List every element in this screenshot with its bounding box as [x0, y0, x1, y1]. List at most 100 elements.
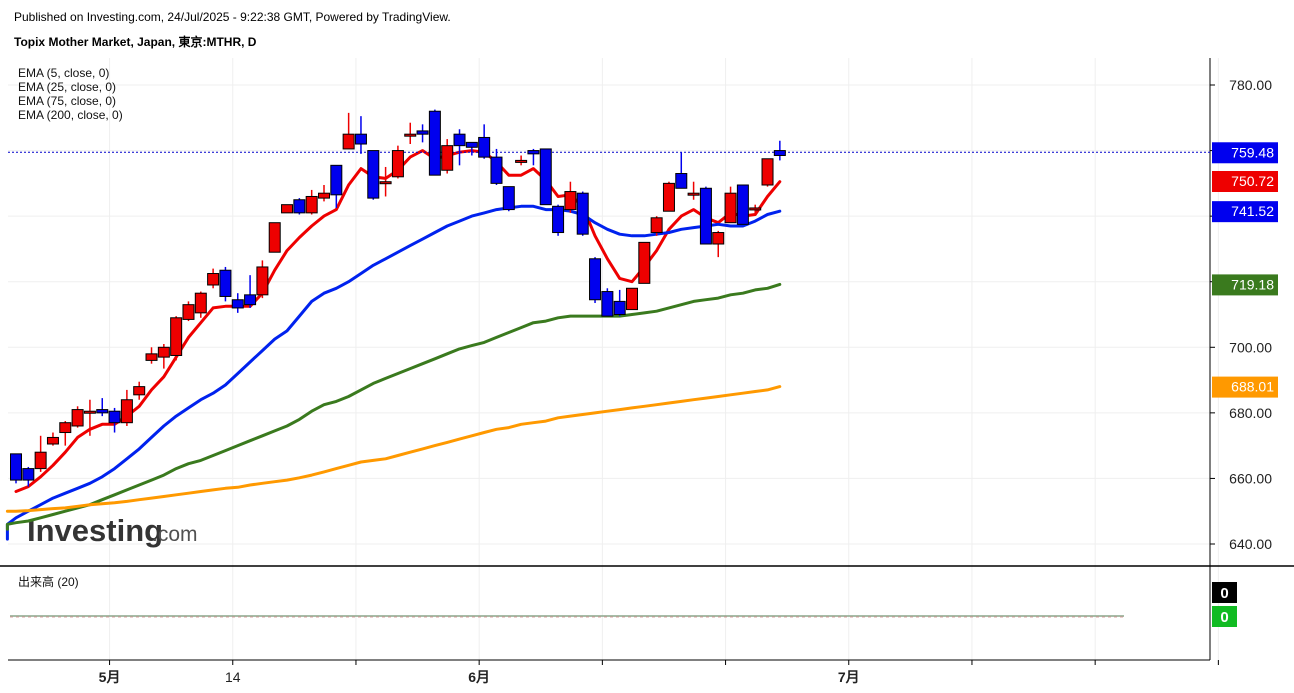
- ema-line-2: [5, 204, 782, 541]
- candle: [465, 141, 478, 156]
- candle: [773, 140, 786, 161]
- price-label: 759.48: [1212, 142, 1278, 164]
- publish-line: Published on Investing.com, 24/Jul/2025 …: [14, 10, 451, 24]
- x-tick-labels: 5月 14 6月 7月: [99, 660, 1219, 685]
- candle-body: [379, 181, 392, 185]
- candle-body: [502, 186, 515, 211]
- candle-body: [638, 241, 651, 284]
- price-label: 688.01: [1212, 376, 1278, 398]
- candle-body: [59, 422, 72, 434]
- volume-panel: 出来高 (20) 0 0: [10, 574, 1237, 627]
- candle-body: [576, 192, 589, 235]
- candle: [59, 421, 72, 446]
- candle-body: [342, 133, 355, 150]
- candle-body: [416, 130, 429, 135]
- candle-body: [687, 192, 700, 196]
- candle: [662, 181, 675, 212]
- candle-body: [157, 346, 170, 358]
- candle: [207, 268, 220, 289]
- ema-line-4: [5, 385, 782, 513]
- candle: [761, 158, 774, 187]
- candle-body: [465, 141, 478, 148]
- candle-body: [83, 410, 96, 414]
- candle: [379, 166, 392, 197]
- candle: [170, 316, 183, 361]
- candle-body: [145, 353, 158, 361]
- price-label-bg: [1212, 170, 1278, 192]
- candle: [256, 260, 269, 299]
- candle: [416, 124, 429, 143]
- volume-label-text: 0: [1220, 609, 1228, 626]
- price-label: 719.18: [1212, 274, 1278, 296]
- price-labels: 759.48 750.72 741.52 719.18 688.01: [1212, 142, 1278, 398]
- candle: [404, 122, 417, 145]
- candle: [367, 150, 380, 200]
- candle-body: [589, 258, 602, 301]
- candle: [354, 116, 367, 154]
- candle-body: [699, 187, 712, 245]
- candle: [268, 222, 281, 253]
- legend-entry: EMA (5, close, 0): [18, 66, 109, 80]
- candle-body: [712, 232, 725, 245]
- candle: [453, 129, 466, 166]
- candle-body: [10, 453, 22, 481]
- candle-body: [108, 410, 121, 424]
- candle: [318, 184, 330, 202]
- price-label-bg: [1212, 376, 1278, 398]
- candle-body: [120, 399, 133, 424]
- x-tick-label: 7月: [838, 669, 860, 685]
- candle: [527, 148, 540, 166]
- candle-body: [194, 292, 207, 314]
- y-tick-labels: 640.00 660.00 680.00 700.00 780.00: [1210, 77, 1272, 552]
- y-tick-label: 680.00: [1229, 405, 1272, 421]
- candle: [305, 189, 318, 215]
- candle-body: [490, 156, 503, 184]
- candle: [490, 148, 503, 185]
- candle: [552, 204, 565, 236]
- candle: [428, 109, 441, 176]
- candle-body: [256, 266, 269, 296]
- candle: [675, 152, 688, 189]
- candlesticks: [10, 109, 786, 487]
- candle-body: [182, 304, 195, 320]
- candle: [10, 453, 22, 484]
- candle-body: [626, 287, 638, 311]
- candle-body: [133, 386, 146, 396]
- candle: [120, 389, 133, 426]
- candle-body: [22, 468, 35, 481]
- candle: [194, 291, 207, 318]
- watermark-brand: Investing: [27, 513, 163, 548]
- candle: [34, 435, 47, 472]
- candle: [539, 148, 552, 206]
- candle-body: [761, 158, 774, 186]
- price-label-text: 741.52: [1231, 203, 1274, 219]
- price-label-text: 759.48: [1231, 144, 1274, 160]
- candle: [613, 289, 626, 317]
- candle-body: [675, 173, 688, 189]
- y-tick-label: 780.00: [1229, 77, 1272, 93]
- candle-body: [244, 294, 257, 306]
- candle-body: [330, 164, 343, 196]
- x-tick-label: 5月: [99, 669, 121, 685]
- candle: [589, 257, 602, 304]
- volume-title: 出来高 (20): [18, 574, 79, 589]
- candle: [133, 381, 146, 400]
- volume-label: 0: [1212, 606, 1237, 627]
- watermark-suffix: .com: [152, 523, 198, 546]
- price-label: 750.72: [1212, 170, 1278, 192]
- ema-line-3: [5, 282, 782, 531]
- candle: [244, 275, 257, 308]
- candle-body: [650, 217, 663, 234]
- candle-body: [539, 148, 552, 206]
- candle: [650, 216, 663, 236]
- candle-body: [527, 150, 540, 155]
- candle-body: [441, 145, 454, 171]
- candle: [293, 198, 306, 215]
- candle: [219, 266, 232, 302]
- candle: [46, 432, 59, 446]
- candle: [83, 399, 96, 436]
- legend-entry: EMA (25, close, 0): [18, 80, 116, 94]
- candle-body: [453, 133, 466, 147]
- candle-body: [515, 159, 528, 163]
